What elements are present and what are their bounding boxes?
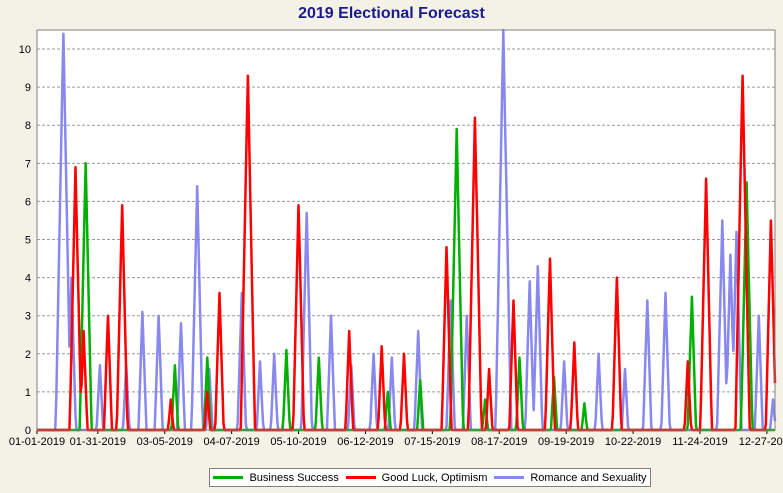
x-tick-label-11: 12-27-2019	[739, 436, 783, 448]
y-tick-label-8: 8	[25, 120, 31, 132]
legend-swatch-0	[213, 476, 244, 479]
plot-border	[36, 29, 776, 431]
y-tick-label-2: 2	[25, 349, 31, 361]
legend-label-2: Romance and Sexuality	[530, 471, 647, 484]
legend-label-1: Good Luck, Optimism	[381, 471, 488, 484]
x-tick-label-1: 01-31-2019	[70, 436, 126, 448]
x-tick-label-10: 11-24-2019	[672, 436, 727, 448]
x-tick-label-8: 09-19-2019	[538, 436, 594, 448]
y-axis-ticks: 0 1 2 3 4 5 6 7 8 9 10	[19, 44, 31, 437]
y-tick-label-4: 4	[25, 273, 31, 285]
legend-item-1: Good Luck, Optimism	[345, 471, 488, 484]
y-tick-label-10: 10	[19, 44, 31, 56]
y-tick-label-7: 7	[25, 158, 31, 170]
y-tick-label-1: 1	[25, 387, 31, 399]
x-tick-label-5: 06-12-2019	[337, 436, 393, 448]
y-tick-label-0: 0	[25, 425, 31, 437]
x-tick-label-2: 03-05-2019	[137, 436, 193, 448]
x-tick-label-9: 10-22-2019	[605, 436, 661, 448]
y-tick-label-3: 3	[25, 311, 31, 323]
legend-swatch-2	[494, 476, 525, 479]
chart-title: 2019 Electional Forecast	[298, 5, 485, 22]
x-tick-label-0: 01-01-2019	[9, 436, 65, 448]
x-tick-label-3: 04-07-2019	[203, 436, 259, 448]
legend-item-2: Romance and Sexuality	[494, 471, 647, 484]
x-tick-label-4: 05-10-2019	[270, 436, 326, 448]
y-tick-label-5: 5	[25, 235, 31, 247]
y-tick-label-6: 6	[25, 196, 31, 208]
x-axis-ticks: 01-01-2019 01-31-2019 03-05-2019 04-07-2019…	[9, 430, 783, 448]
x-tick-label-6: 07-15-2019	[404, 436, 460, 448]
y-tick-label-9: 9	[25, 82, 31, 94]
legend-label-0: Business Success	[249, 471, 339, 484]
x-tick-label-7: 08-17-2019	[471, 436, 527, 448]
legend-swatch-1	[345, 476, 376, 479]
legend: Business Success Good Luck, Optimism Roman…	[209, 468, 651, 487]
legend-item-0: Business Success	[213, 471, 339, 484]
